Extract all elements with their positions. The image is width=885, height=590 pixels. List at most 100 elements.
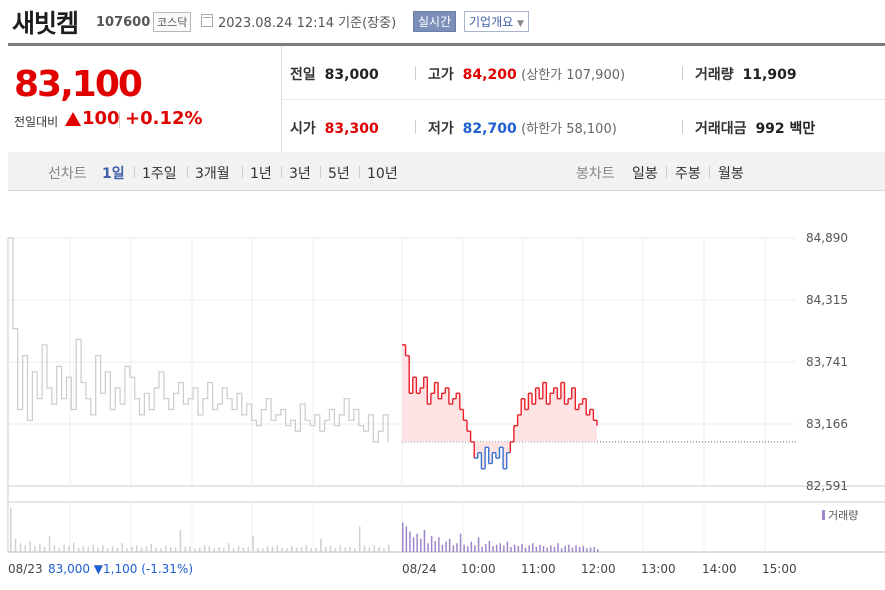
market-badge: 코스닥: [153, 12, 192, 32]
volume-bar-today: [557, 543, 559, 552]
diff-separator: [119, 112, 120, 128]
volume-bar-prev: [344, 547, 346, 552]
volume-bar-today: [586, 548, 588, 552]
volume-bar-prev: [271, 546, 274, 552]
volume-bar-today: [477, 537, 480, 552]
volume-bar-today: [499, 543, 501, 552]
volume-bar-prev: [388, 544, 390, 552]
volume-bar-prev: [262, 548, 264, 552]
tab-daily-candle[interactable]: 일봉: [632, 166, 658, 182]
diff-label: 전일대비: [14, 115, 59, 129]
volume-bar-prev: [237, 546, 240, 552]
volume-label: 거래량: [695, 67, 734, 83]
tab-1week[interactable]: 1주일: [142, 166, 177, 182]
volume-bar-prev: [87, 546, 89, 552]
volume-bar-prev: [155, 547, 157, 552]
y-tick-label: 84,315: [806, 293, 848, 307]
volume-bar-prev: [373, 545, 375, 552]
volume-bar-today: [550, 545, 552, 552]
volume-bar-today: [402, 522, 404, 552]
tab-separator: [187, 166, 188, 178]
amount-cell: 거래대금 992 백만: [695, 118, 815, 138]
volume-bar-today: [539, 544, 541, 552]
volume-bar-prev: [252, 535, 254, 552]
low-label: 저가: [428, 121, 454, 137]
volume-bar-today: [445, 541, 447, 552]
volume-bar-today: [463, 544, 465, 552]
upper-limit: (상한가 107,900): [521, 68, 626, 83]
volume-bar-prev: [208, 546, 211, 552]
volume-bar-today: [485, 543, 487, 552]
volume-bar-prev: [140, 547, 143, 552]
volume-bar-prev: [111, 546, 114, 552]
tab-weekly-candle[interactable]: 주봉: [675, 166, 701, 182]
volume-bar-prev: [276, 545, 278, 552]
volume-bar-today: [438, 537, 440, 552]
chevron-down-icon: ▼: [517, 19, 524, 29]
volume-bar-prev: [184, 546, 186, 552]
volume-bar-prev: [29, 541, 31, 552]
volume-bar-prev: [174, 547, 177, 552]
volume-bar-today: [503, 545, 505, 552]
volume-bar-prev: [203, 545, 206, 552]
x-tick-label: 13:00: [641, 562, 676, 576]
tab-3year[interactable]: 3년: [289, 166, 311, 182]
volume-bar-today: [492, 546, 494, 552]
volume-bar-prev: [228, 543, 230, 552]
prev-day-line: [8, 237, 389, 443]
volume-bar-today: [593, 546, 595, 552]
high-cell: 고가 84,200 (상한가 107,900): [428, 64, 625, 84]
quote-horizontal-divider: [281, 99, 885, 100]
volume-bar-prev: [43, 546, 46, 552]
high-value: 84,200: [462, 67, 517, 83]
tab-1year[interactable]: 1년: [250, 166, 272, 182]
volume-bar-prev: [53, 545, 56, 552]
tab-10year[interactable]: 10년: [367, 166, 398, 182]
x-tick-label: 14:00: [702, 562, 737, 576]
volume-bar-prev: [160, 548, 162, 552]
volume-bar-today: [416, 533, 418, 552]
tab-3month[interactable]: 3개월: [195, 166, 230, 182]
x-tick-label: 08/24: [402, 562, 437, 576]
volume-bar-today: [448, 538, 451, 552]
volume-bar-today: [524, 547, 527, 552]
y-tick-label: 82,591: [806, 479, 848, 493]
tab-1day[interactable]: 1일: [102, 166, 125, 182]
volume-bar-prev: [126, 548, 128, 552]
header-divider: [8, 43, 885, 46]
realtime-button[interactable]: 실시간: [413, 11, 457, 32]
x-tick-label: 12:00: [581, 562, 616, 576]
volume-bar-today: [423, 530, 426, 552]
y-tick-label: 84,890: [806, 231, 848, 245]
volume-bar-prev: [232, 548, 235, 552]
tab-monthly-candle[interactable]: 월봉: [718, 166, 744, 182]
volume-bar-prev: [300, 546, 303, 552]
tab-separator: [281, 166, 282, 178]
volume-bar-today: [582, 546, 585, 552]
tab-separator: [666, 166, 667, 178]
diff-value: 100: [82, 108, 120, 129]
volume-bar-today: [546, 547, 548, 552]
volume-bar-prev: [194, 548, 196, 552]
volume-bar-prev: [378, 546, 380, 552]
volume-bar-prev: [14, 538, 17, 552]
volume-bar-prev: [179, 530, 182, 552]
volume-bar-today: [571, 547, 574, 552]
volume-bar-prev: [305, 544, 308, 552]
tab-5year[interactable]: 5년: [328, 166, 350, 182]
tab-separator: [320, 166, 321, 178]
volume-bar-today: [434, 541, 436, 552]
open-value: 83,300: [324, 121, 379, 137]
volume-bar-prev: [339, 545, 341, 552]
volume-bar-prev: [189, 546, 191, 552]
company-info-dropdown[interactable]: 기업개요 ▼: [464, 11, 529, 32]
volume-bar-today: [535, 546, 538, 552]
volume-bar-today: [506, 541, 509, 552]
quote-datetime: 2023.08.24 12:14 기준(장중): [218, 16, 397, 31]
volume-bar-prev: [349, 546, 351, 552]
volume-bar-today: [412, 537, 415, 552]
volume-bar-prev: [24, 545, 26, 552]
volume-bar-today: [528, 545, 530, 552]
volume-bar-today: [452, 545, 455, 552]
volume-bar-prev: [73, 542, 75, 552]
